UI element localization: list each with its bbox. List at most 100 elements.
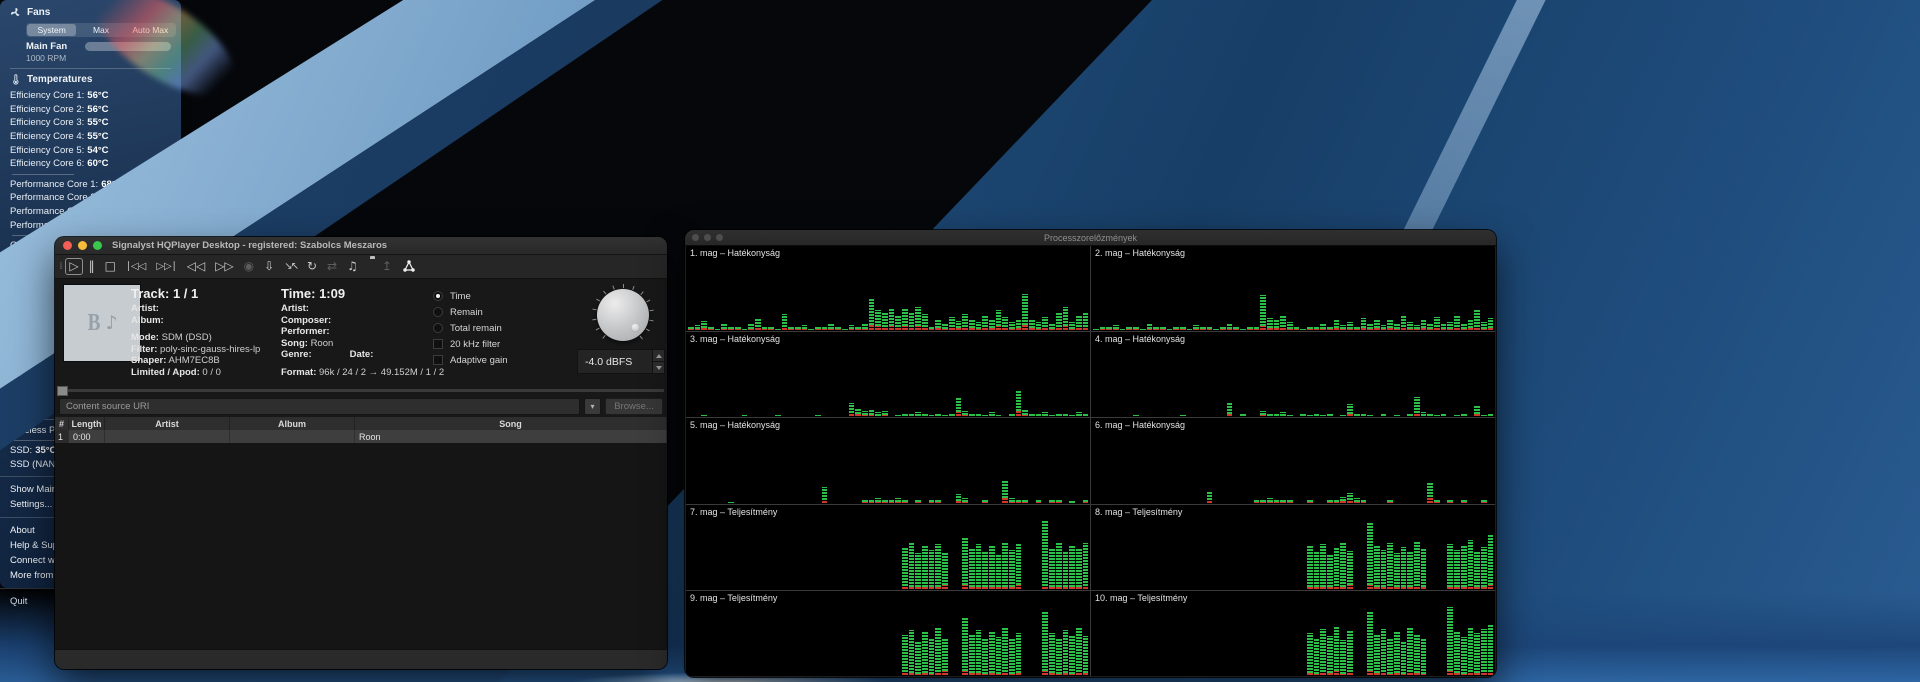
- minimize-button[interactable]: [704, 234, 711, 241]
- output-icon[interactable]: ↥: [381, 259, 392, 273]
- pause-icon[interactable]: ‖: [88, 259, 95, 273]
- playlist-header-cell[interactable]: Artist: [105, 417, 230, 430]
- record-icon[interactable]: ◉: [243, 259, 255, 273]
- cpu-bar: [695, 604, 701, 675]
- cpu-core-grid: 1. mag – Hatékonyság 2. mag – Hatékonyság…: [686, 246, 1495, 676]
- cpu-bar: [1333, 604, 1340, 675]
- repeat-icon[interactable]: ↻: [306, 259, 318, 273]
- collapse-icon[interactable]: ↘↖: [284, 261, 299, 272]
- sys-segment: [922, 586, 928, 589]
- option-total-remain[interactable]: Total remain: [433, 320, 508, 336]
- cpu-bar: [735, 518, 741, 589]
- cpu-bar: [1313, 259, 1320, 331]
- radio-unselected-icon[interactable]: [433, 323, 443, 333]
- open-folder-icon[interactable]: [364, 259, 376, 274]
- close-button[interactable]: [692, 234, 699, 241]
- radio-selected-icon[interactable]: [433, 291, 443, 301]
- rewind-icon[interactable]: ◁◁: [186, 259, 206, 273]
- user-segment: [902, 546, 908, 586]
- sys-segment: [1069, 328, 1075, 331]
- sensor-label: Performance Core 3:: [10, 206, 99, 218]
- volume-down-button[interactable]: [653, 361, 664, 373]
- playlist-row[interactable]: 1 0:00 Roon: [55, 430, 667, 443]
- user-segment: [1434, 499, 1440, 502]
- user-segment: [1454, 314, 1460, 328]
- sys-segment: [1480, 501, 1487, 503]
- user-segment: [975, 413, 982, 416]
- next-track-icon[interactable]: ▷▷∣: [156, 261, 177, 272]
- cpu-bar: [1173, 604, 1179, 675]
- user-segment: [1333, 499, 1340, 502]
- user-segment: [928, 414, 935, 417]
- checkbox-unselected-icon[interactable]: [433, 355, 443, 365]
- sys-segment: [1480, 672, 1487, 675]
- cpu-bar: [955, 345, 962, 417]
- playlist-header-cell[interactable]: Song: [355, 417, 667, 430]
- playlist-header-cell[interactable]: Album: [230, 417, 355, 430]
- cpu-bar: [1233, 604, 1239, 675]
- stop-icon[interactable]: □: [104, 259, 116, 273]
- cpu-bar: [1266, 431, 1273, 503]
- content-source-dropdown-button[interactable]: ▾: [584, 397, 601, 415]
- menu-item-show-main-window[interactable]: Show Main Window: [10, 482, 171, 497]
- cpu-bar: [1082, 518, 1089, 589]
- fast-forward-icon[interactable]: ▷▷: [215, 259, 234, 273]
- pipeline-icon[interactable]: [398, 258, 420, 276]
- user-segment: [902, 412, 908, 416]
- cpu-bar: [848, 345, 855, 417]
- cpu-history-titlebar[interactable]: Processzorelőzmények: [685, 230, 1496, 246]
- option-adaptive-gain[interactable]: Adaptive gain: [433, 352, 508, 368]
- sys-segment: [1333, 501, 1340, 503]
- seek-handle[interactable]: [57, 386, 68, 396]
- user-segment: [962, 313, 968, 327]
- option-time[interactable]: Time: [433, 288, 508, 304]
- playlist-empty-area[interactable]: [55, 443, 667, 649]
- cpu-core-panel: 2. mag – Hatékonyság: [1091, 246, 1495, 332]
- play-icon[interactable]: ▷: [65, 258, 83, 275]
- sys-segment: [1340, 501, 1347, 503]
- cpu-bar: [1093, 518, 1099, 589]
- shuffle-icon[interactable]: ⇄: [327, 259, 338, 273]
- toolbar-grip-icon[interactable]: ⁞⁞: [59, 261, 64, 272]
- cpu-bar: [982, 604, 988, 675]
- cpu-bar: [1015, 345, 1022, 417]
- playlist-header-cell[interactable]: Length: [69, 417, 105, 430]
- checkbox-unselected-icon[interactable]: [433, 339, 443, 349]
- hqplayer-titlebar[interactable]: Signalyst HQPlayer Desktop - registered:…: [55, 237, 667, 255]
- user-segment: [908, 311, 915, 327]
- user-segment: [875, 412, 881, 416]
- option-20-khz-filter[interactable]: 20 kHz filter: [433, 336, 508, 352]
- cpu-bar: [828, 431, 834, 502]
- user-segment: [1293, 327, 1300, 330]
- seek-track[interactable]: [58, 389, 664, 392]
- zoom-button[interactable]: [93, 241, 102, 250]
- sys-segment: [1082, 415, 1089, 417]
- user-segment: [1075, 548, 1082, 588]
- add-track-icon[interactable]: ♫: [347, 259, 358, 273]
- previous-track-icon[interactable]: ∣◁◁: [125, 261, 147, 272]
- volume-knob-face[interactable]: [597, 289, 649, 341]
- content-source-input[interactable]: Content source URI: [59, 397, 580, 415]
- sys-segment: [1467, 672, 1474, 675]
- sys-segment: [1380, 672, 1387, 675]
- browse-button[interactable]: Browse...: [605, 397, 663, 415]
- close-button[interactable]: [63, 241, 72, 250]
- playlist-header-cell[interactable]: #: [55, 417, 69, 430]
- sys-segment: [1113, 328, 1119, 331]
- radio-unselected-icon[interactable]: [433, 307, 443, 317]
- zoom-button[interactable]: [716, 234, 723, 241]
- volume-knob[interactable]: [591, 284, 654, 346]
- minimize-button[interactable]: [78, 241, 87, 250]
- cpu-bar: [1233, 518, 1239, 589]
- fan-tab-system[interactable]: System: [27, 24, 77, 36]
- sys-segment: [855, 414, 861, 417]
- cpu-bar: [1113, 518, 1119, 589]
- cpu-bar: [815, 604, 821, 675]
- cpu-bar: [1434, 518, 1440, 589]
- cpu-core-panel: 8. mag – Teljesítmény: [1091, 504, 1495, 590]
- volume-down-icon[interactable]: ⇩: [264, 259, 275, 273]
- menu-item-settings-[interactable]: Settings...: [10, 497, 171, 512]
- option-remain[interactable]: Remain: [433, 304, 508, 320]
- volume-up-button[interactable]: [653, 350, 664, 361]
- sys-segment: [968, 415, 975, 417]
